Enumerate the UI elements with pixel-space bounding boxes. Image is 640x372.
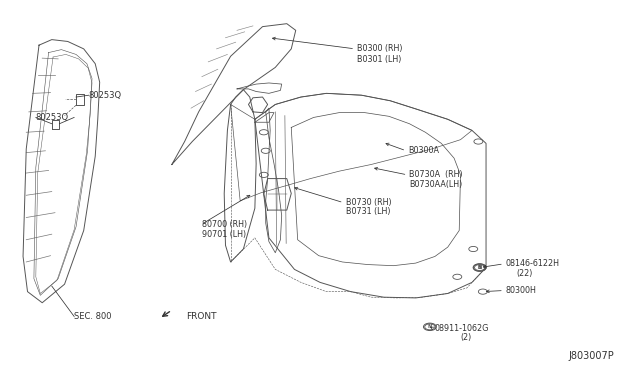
Text: 08146-6122H: 08146-6122H <box>505 259 559 268</box>
Text: N: N <box>428 324 432 329</box>
Text: B0300 (RH): B0300 (RH) <box>357 44 403 53</box>
Text: 80700 (RH): 80700 (RH) <box>202 221 248 230</box>
Text: (2): (2) <box>461 333 472 343</box>
Text: B0730AA(LH): B0730AA(LH) <box>410 180 463 189</box>
Text: B0730A  (RH): B0730A (RH) <box>410 170 463 179</box>
Text: B0731 (LH): B0731 (LH) <box>346 208 390 217</box>
Text: 90701 (LH): 90701 (LH) <box>202 230 246 239</box>
Text: 80253Q: 80253Q <box>89 91 122 100</box>
Text: SEC. 800: SEC. 800 <box>74 312 111 321</box>
Text: B: B <box>478 265 481 270</box>
Text: B0300A: B0300A <box>408 146 439 155</box>
Text: FRONT: FRONT <box>186 312 216 321</box>
Text: (22): (22) <box>516 269 533 278</box>
Text: N: N <box>477 265 482 270</box>
Text: 08911-1062G: 08911-1062G <box>435 324 490 333</box>
Text: B0301 (LH): B0301 (LH) <box>357 55 401 64</box>
Text: B0730 (RH): B0730 (RH) <box>346 198 391 207</box>
Text: 80300H: 80300H <box>505 286 536 295</box>
Text: 80253Q: 80253Q <box>36 113 69 122</box>
Text: J803007P: J803007P <box>568 352 614 362</box>
